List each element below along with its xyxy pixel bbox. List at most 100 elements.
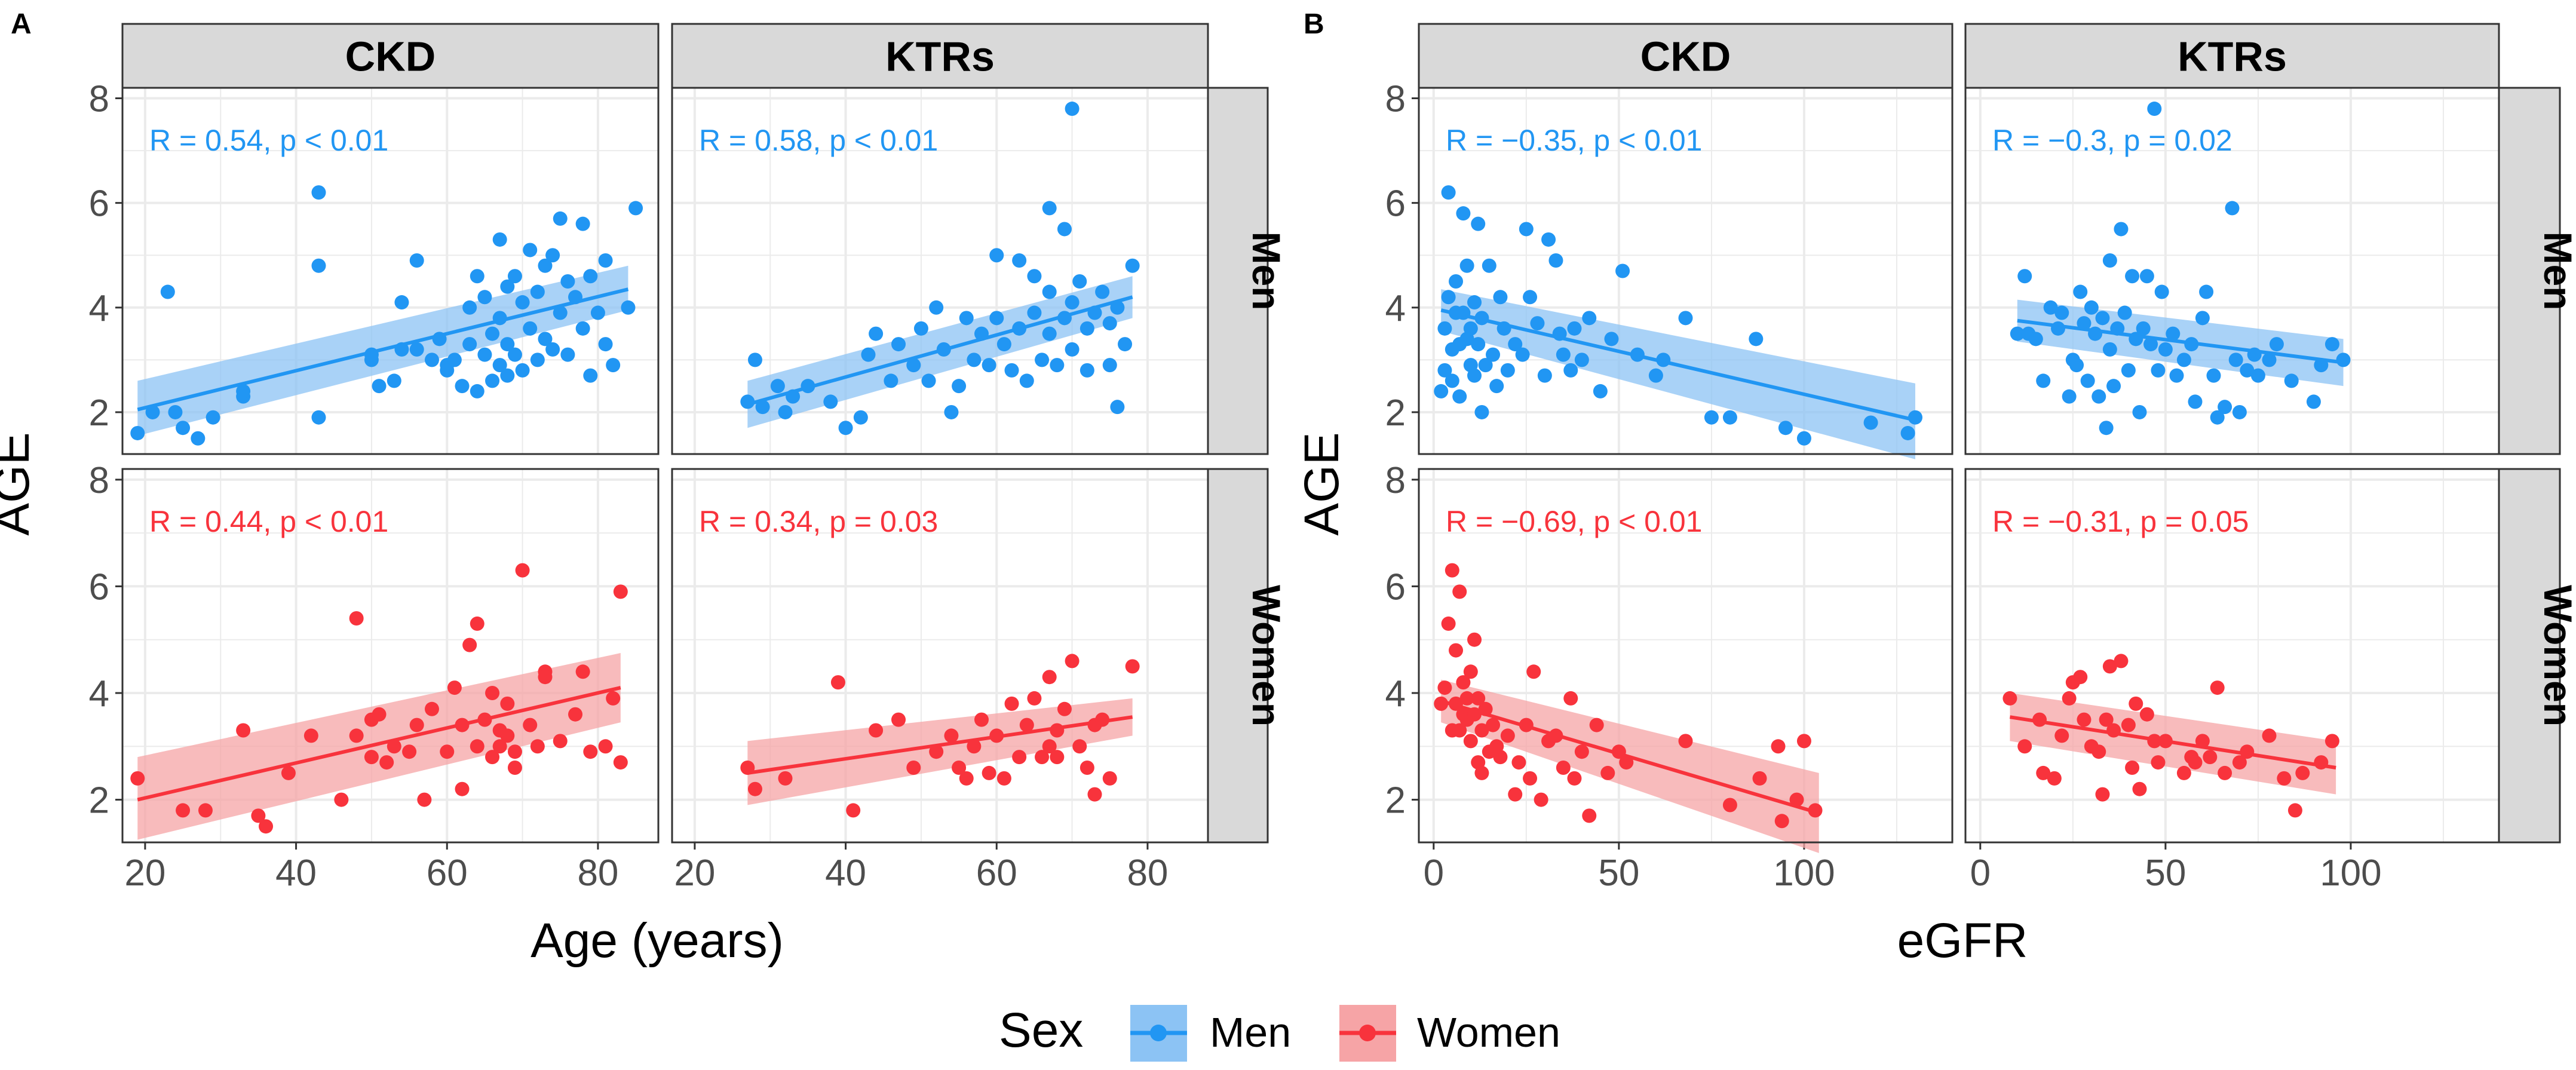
figure-b-panel-ktrs-women-point: [2062, 691, 2077, 706]
figure-b-panel-ckd-men-point: [1500, 363, 1515, 378]
figure-a-panel-ktrs-men-point: [884, 373, 898, 388]
figure-b-panel-ktrs-men-point: [2121, 363, 2136, 378]
figure-a-panel-ktrs-women-point: [1080, 761, 1094, 775]
figure-b-panel-ckd-men-point: [1900, 425, 1915, 440]
figure-a-panel-ktrs-men-point: [1042, 201, 1057, 216]
figure-a-panel-ckd-women-point: [500, 696, 515, 711]
figure-a-strip-women: [1207, 468, 1269, 844]
figure-b-panel-ktrs-men-point: [2176, 352, 2191, 367]
figure-b-panel-ckd-men-point: [1630, 347, 1645, 362]
legend-entry-women[interactable]: Women: [1339, 1005, 1560, 1062]
figure-b-panel-ckd-women-point: [1774, 814, 1789, 829]
figure-b-panel-ktrs-men-point: [2240, 363, 2255, 378]
figure-b-panel-ckd-women-point: [1567, 771, 1582, 786]
figure-b-panel-ktrs-men-point: [2125, 269, 2140, 284]
figure-a-x-tick-label: 20: [674, 853, 715, 894]
figure-b-panel-ktrs-men-point: [2232, 404, 2247, 419]
figure-b-panel-ktrs-men-point: [2158, 342, 2173, 357]
figure-a-panel-ckd-men-point: [523, 321, 538, 336]
legend-key-men-point: [1150, 1025, 1167, 1041]
figure-b-panel-ckd-men-point: [1556, 347, 1571, 362]
figure-b-panel-ckd-men-point: [1604, 332, 1619, 347]
figure-a-panel-ckd-men-point: [538, 258, 553, 273]
figure-b-panel-ktrs-men-point: [2106, 379, 2121, 394]
figure-b-panel-ckd-women-point: [1441, 616, 1456, 631]
figure-a-panel-ktrs-men-point: [1065, 102, 1080, 116]
figure-a-panel-ckd-women-point: [462, 637, 477, 652]
figure-b-panel-ckd-men-point: [1471, 216, 1486, 231]
figure-a-panel-ktrs-men-point: [1072, 274, 1087, 289]
figure-a-x-tick-label: 80: [1127, 853, 1168, 894]
figure-a-panel-ckd-men-point: [206, 410, 220, 425]
figure-a-panel-ckd-men-point: [598, 253, 613, 268]
figure-b-panel-ckd-men-point: [1678, 311, 1693, 326]
figure-b-panel-ktrs-women-point: [2262, 728, 2277, 743]
figure-b-panel-ckd-men-point: [1648, 368, 1663, 383]
figure-a-strip-label-ckd: CKD: [345, 33, 436, 80]
figure-b-panel-ktrs-men-point: [2092, 389, 2106, 404]
figure-b-strip-label-women: Women: [2536, 585, 2576, 726]
figure-a-panel-ckd-men-point: [447, 352, 462, 367]
figure-b-panel-ckd-men-point: [1537, 368, 1552, 383]
figure-a-panel-ckd-women-point: [606, 691, 621, 706]
figure-b-panel-ktrs-men-point: [2210, 410, 2225, 425]
figure-b-panel-ktrs-women-point: [2099, 712, 2114, 727]
figure-a-panel-ktrs-men-point: [838, 421, 853, 436]
figure-a-panel-ktrs-women-point: [747, 781, 762, 796]
figure-b-panel-ckd-men-point: [1437, 321, 1452, 336]
figure-a-panel-ckd-men-point: [145, 404, 160, 419]
figure-b-panel-ckd-women-point: [1600, 765, 1615, 780]
figure-b-panel-ktrs-men-background: [1965, 88, 2499, 454]
figure-a-panel-ckd-men-point: [455, 379, 470, 394]
figure-b-panel-ktrs-men-point: [2269, 337, 2284, 352]
figure-a-panel-ktrs-women-point: [1004, 696, 1019, 711]
figure-b-panel-ckd-women-point: [1463, 734, 1478, 749]
figure-a-panel-ktrs-men-point: [755, 400, 770, 415]
figure-b-panel-ckd-women-point: [1574, 744, 1589, 759]
figure-b-panel-ktrs-men: R = −0.3, p = 0.02: [1964, 87, 2500, 455]
figure-b-panel-ckd-men-point: [1582, 311, 1597, 326]
figure-b-panel-ckd-women-point: [1449, 643, 1464, 658]
figure-b-panel-ckd-men-point: [1456, 305, 1471, 320]
figure-a-panel-ckd-men-point: [583, 269, 598, 284]
figure-a-panel-ckd-men-point: [575, 216, 590, 231]
figure-b-panel-ktrs-men-point: [2250, 368, 2265, 383]
figure-a-panel-ktrs-men-point: [1042, 326, 1057, 341]
figure-a-panel-ktrs-women-point: [1050, 750, 1065, 765]
figure-b-panel-ktrs-women-point: [2232, 755, 2247, 770]
figure-b-panel-ckd-men-point: [1863, 415, 1878, 430]
figure-a-panel-ktrs-women-point: [906, 761, 921, 775]
figure-b-strip-label-ktrs: KTRs: [2178, 33, 2287, 80]
figure-a-panel-ktrs-men-point: [1125, 258, 1140, 273]
figure-a-x-tick-label: 60: [427, 853, 468, 894]
figure-b-y-tick-label: 2: [1385, 780, 1406, 821]
figure-a-panel-ktrs-men-point: [1042, 284, 1057, 299]
figure-b-panel-ktrs-women-point: [2132, 781, 2147, 796]
figure-b-panel-ktrs-men-point: [2110, 321, 2125, 336]
figure-b-panel-ckd-women-point: [1474, 723, 1489, 738]
figure-b-panel-ckd-men-point: [1519, 222, 1534, 237]
figure-a-panel-ckd-men-point: [598, 337, 613, 352]
figure-a-panel-ckd-men-point: [424, 352, 439, 367]
legend-entry-men[interactable]: Men: [1130, 1005, 1291, 1062]
figure-b-panel-ckd-men-point: [1574, 352, 1589, 367]
figure-a-panel-ktrs-men-point: [959, 311, 974, 326]
figure-a-y-tick-label: 2: [89, 780, 109, 821]
figure-a-panel-ktrs-men-point: [1102, 358, 1117, 373]
figure-b-panel-ckd-women-annotation: R = −0.69, p < 0.01: [1446, 505, 1703, 538]
figure-a-tag: A: [11, 8, 32, 40]
figure-b-panel-ckd-men-point: [1489, 379, 1504, 394]
figure-b-panel-ktrs-women-point: [2240, 744, 2255, 759]
figure-b-panel-ktrs-men-point: [2062, 389, 2077, 404]
figure-a-panel-ckd-men-point: [364, 347, 379, 362]
figure-a-panel-ktrs-men-point: [801, 379, 815, 394]
figure-a-panel-ckd-women-point: [281, 765, 296, 780]
figure-b-panel-ckd-men-point: [1486, 347, 1501, 362]
figure-a-panel-ckd-women-point: [500, 728, 515, 743]
figure-b-panel-ktrs-women-point: [2218, 765, 2232, 780]
figure-a-panel-ckd-men-point: [462, 300, 477, 315]
figure-a-panel-ckd-men-point: [553, 305, 568, 320]
figure-b-panel-ktrs-women-point: [2277, 771, 2292, 786]
legend-label-women: Women: [1417, 1009, 1560, 1056]
figure-b-panel-ktrs-men-point: [2166, 326, 2181, 341]
